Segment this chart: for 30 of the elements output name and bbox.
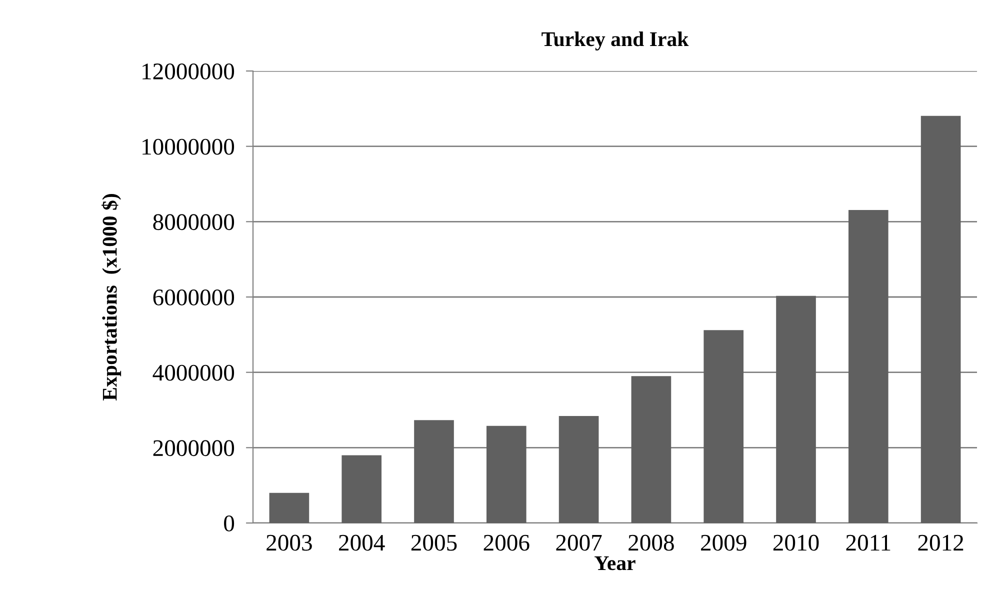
- bar: [486, 426, 526, 523]
- bar: [776, 296, 816, 523]
- bar: [704, 330, 744, 523]
- bar: [414, 420, 454, 523]
- bar: [848, 210, 888, 523]
- y-tick-label: 8000000: [153, 214, 234, 230]
- x-tick-label: 2003: [266, 534, 312, 551]
- bar: [631, 376, 672, 523]
- x-tick-label: 2008: [628, 534, 674, 551]
- bar: [269, 492, 310, 523]
- x-tick-label: 2004: [339, 534, 385, 551]
- y-tick-label: 10000000: [142, 138, 234, 155]
- y-axis-title: Exportations (x1000 $): [102, 194, 122, 401]
- x-tick-label: 2007: [556, 534, 602, 551]
- y-tick-label: 2000000: [153, 440, 234, 456]
- y-tick-label: 12000000: [142, 63, 234, 80]
- y-tick-label: 4000000: [152, 364, 234, 381]
- chart-title: Turkey and Irak: [542, 32, 689, 50]
- x-tick-label: 2012: [918, 534, 964, 551]
- bar: [558, 416, 599, 523]
- y-tick-label: 0: [224, 515, 234, 532]
- x-tick-label: 2010: [773, 534, 819, 551]
- x-tick-label: 2005: [411, 534, 457, 551]
- x-axis-title: Year: [594, 556, 636, 570]
- bar: [920, 116, 961, 523]
- x-tick-label: 2009: [701, 534, 746, 551]
- bar: [342, 455, 382, 523]
- x-tick-label: 2006: [484, 534, 530, 551]
- y-tick-label: 6000000: [153, 289, 234, 306]
- x-tick-label: 2011: [846, 534, 890, 551]
